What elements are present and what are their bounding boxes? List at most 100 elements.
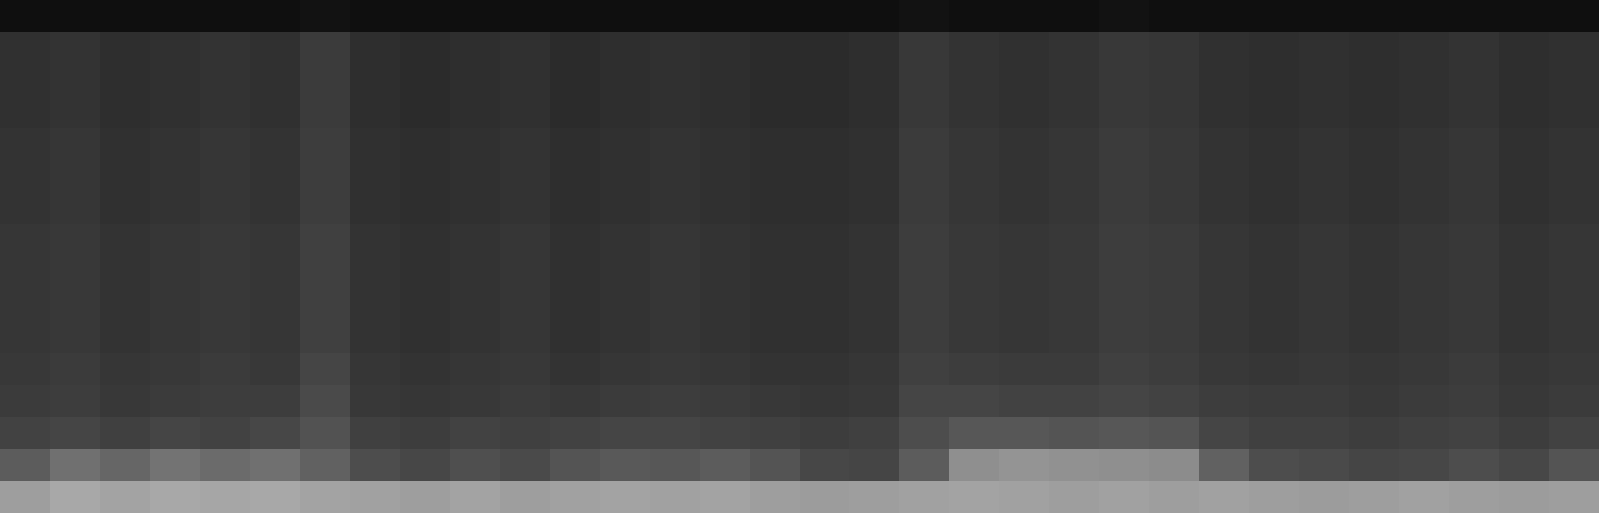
cell: [1249, 192, 1300, 225]
cell: [1449, 257, 1500, 290]
cell: [750, 481, 801, 513]
cell: [550, 224, 601, 257]
cell: [1099, 385, 1150, 418]
cell: [849, 0, 900, 33]
cell: [400, 64, 451, 97]
cell: [1499, 257, 1550, 290]
cell: [350, 321, 401, 354]
cell: [750, 417, 801, 450]
cell: [300, 353, 351, 386]
cell: [1199, 160, 1250, 193]
cell: [1149, 385, 1200, 418]
cell: [999, 128, 1050, 161]
cell: [600, 417, 651, 450]
cell: [1199, 449, 1250, 482]
cell: [450, 224, 501, 257]
cell: [100, 0, 151, 33]
cell: [899, 353, 950, 386]
cell: [50, 257, 101, 290]
cell: [1399, 321, 1450, 354]
cell: [200, 32, 251, 65]
cell: [849, 128, 900, 161]
cell: [1099, 32, 1150, 65]
cell: [600, 449, 651, 482]
cell: [800, 353, 851, 386]
cell: [250, 449, 301, 482]
cell: [300, 321, 351, 354]
cell: [1499, 96, 1550, 129]
cell: [250, 64, 301, 97]
cell: [500, 160, 551, 193]
cell: [1249, 417, 1300, 450]
cell: [600, 481, 651, 513]
cell: [200, 289, 251, 322]
cell: [350, 0, 401, 33]
cell: [1049, 449, 1100, 482]
cell: [100, 481, 151, 513]
cell: [600, 192, 651, 225]
cell: [1249, 32, 1300, 65]
cell: [1549, 64, 1599, 97]
cell: [1449, 0, 1500, 33]
cell: [1049, 192, 1100, 225]
spectrogram: [0, 0, 1599, 513]
cell: [800, 192, 851, 225]
cell: [1299, 192, 1350, 225]
cell: [1149, 481, 1200, 513]
cell: [750, 160, 801, 193]
cell: [1549, 481, 1599, 513]
cell: [899, 160, 950, 193]
cell: [400, 224, 451, 257]
cell: [949, 160, 1000, 193]
cell: [1099, 353, 1150, 386]
cell: [1249, 96, 1300, 129]
cell: [1099, 481, 1150, 513]
cell: [0, 449, 51, 482]
cell: [1149, 353, 1200, 386]
cell: [50, 385, 101, 418]
cell: [1099, 0, 1150, 33]
cell: [200, 128, 251, 161]
cell: [250, 160, 301, 193]
cell: [300, 289, 351, 322]
cell: [300, 160, 351, 193]
cell: [1249, 385, 1300, 418]
cell: [650, 385, 701, 418]
cell: [250, 224, 301, 257]
cell: [650, 96, 701, 129]
cell: [200, 353, 251, 386]
cell: [550, 96, 601, 129]
cell: [100, 417, 151, 450]
cell: [1449, 96, 1500, 129]
cell: [100, 321, 151, 354]
cell: [250, 128, 301, 161]
cell: [500, 128, 551, 161]
cell: [100, 289, 151, 322]
cell: [1299, 0, 1350, 33]
cell: [1249, 0, 1300, 33]
cell: [1149, 192, 1200, 225]
cell: [400, 192, 451, 225]
cell: [450, 289, 501, 322]
cell: [750, 353, 801, 386]
cell: [1399, 353, 1450, 386]
cell: [600, 289, 651, 322]
cell: [1349, 96, 1400, 129]
cell: [650, 160, 701, 193]
cell: [800, 385, 851, 418]
cell: [550, 449, 601, 482]
cell: [600, 321, 651, 354]
cell: [150, 353, 201, 386]
cell: [1399, 385, 1450, 418]
cell: [100, 160, 151, 193]
cell: [1349, 353, 1400, 386]
cell: [550, 257, 601, 290]
cell: [1049, 321, 1100, 354]
cell: [0, 192, 51, 225]
cell: [899, 257, 950, 290]
cell: [949, 481, 1000, 513]
cell: [1149, 160, 1200, 193]
cell: [350, 449, 401, 482]
cell: [350, 257, 401, 290]
cell: [949, 289, 1000, 322]
